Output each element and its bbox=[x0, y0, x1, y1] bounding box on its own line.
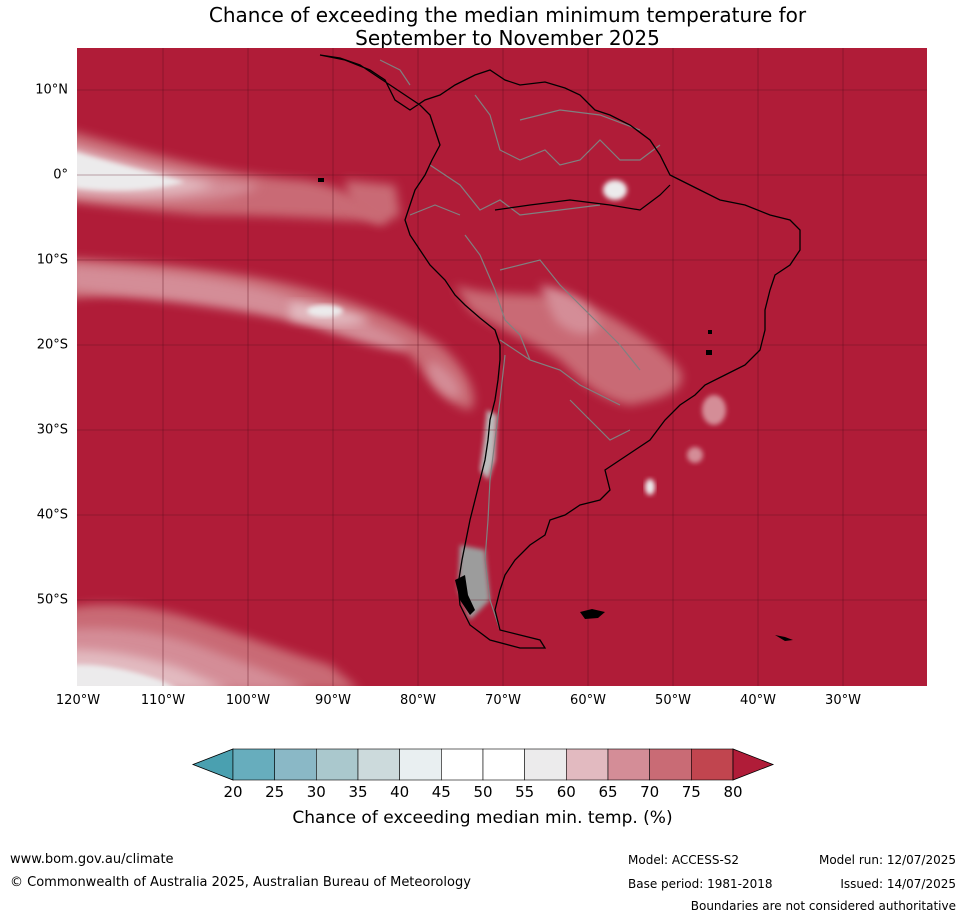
lat-label: 10°S bbox=[36, 252, 68, 268]
colorbar-cell bbox=[566, 748, 609, 781]
colorbar-cell bbox=[399, 748, 442, 781]
colorbar-cell bbox=[649, 748, 692, 781]
lon-label: 90°W bbox=[315, 693, 351, 708]
lat-label: 0° bbox=[53, 167, 68, 183]
colorbar-cells bbox=[232, 748, 734, 781]
galapagos-islands bbox=[318, 178, 324, 182]
model-name: Model: ACCESS-S2 bbox=[628, 853, 740, 867]
boundaries-disclaimer: Boundaries are not considered authoritat… bbox=[690, 899, 956, 913]
colorbar-under-arrow bbox=[191, 748, 234, 781]
patagonia-islands bbox=[455, 575, 475, 615]
lat-label: 10°N bbox=[35, 82, 68, 98]
colorbar-cell bbox=[524, 748, 567, 781]
issued-date: Issued: 14/07/2025 bbox=[840, 877, 956, 891]
south-pacific-band bbox=[77, 604, 356, 686]
lat-label: 30°S bbox=[36, 422, 68, 438]
base-period: Base period: 1981-2018 bbox=[628, 877, 773, 891]
lat-label: 40°S bbox=[36, 507, 68, 523]
model-run-date: Model run: 12/07/2025 bbox=[818, 853, 956, 867]
copyright-text: © Commonwealth of Australia 2025, Austra… bbox=[10, 875, 471, 890]
colorbar-tick: 40 bbox=[390, 783, 410, 801]
colorbar-label: Chance of exceeding median min. temp. (%… bbox=[292, 808, 673, 828]
map-title: Chance of exceeding the median minimum t… bbox=[0, 4, 965, 50]
country-borders bbox=[379, 59, 661, 631]
probability-field bbox=[77, 48, 927, 686]
colorbar-cell bbox=[274, 748, 317, 781]
south-america-coastline bbox=[319, 54, 801, 649]
colorbar-cell bbox=[357, 748, 400, 781]
colorbar-tick: 50 bbox=[473, 783, 493, 801]
falkland-islands bbox=[580, 609, 605, 619]
colorbar-over-arrow bbox=[732, 748, 775, 781]
colorbar-cell bbox=[232, 748, 275, 781]
colorbar-cell bbox=[441, 748, 484, 781]
colorbar-cell bbox=[482, 748, 525, 781]
colorbar-tick: 35 bbox=[348, 783, 368, 801]
lake-marker bbox=[708, 330, 712, 334]
colorbar-cell bbox=[607, 748, 650, 781]
lon-label: 50°W bbox=[655, 693, 691, 708]
title-line-1: Chance of exceeding the median minimum t… bbox=[208, 3, 807, 27]
colorbar bbox=[191, 748, 775, 781]
colorbar-tick: 75 bbox=[681, 783, 701, 801]
colorbar-tick: 55 bbox=[515, 783, 535, 801]
colorbar-tick: 80 bbox=[723, 783, 743, 801]
amazon-river bbox=[494, 184, 671, 211]
lat-label: 50°S bbox=[36, 592, 68, 608]
website-link[interactable]: www.bom.gov.au/climate bbox=[10, 852, 174, 867]
lon-label: 110°W bbox=[140, 693, 186, 708]
lon-label: 100°W bbox=[225, 693, 271, 708]
south-georgia bbox=[775, 635, 793, 641]
colorbar-tick: 25 bbox=[265, 783, 285, 801]
map-panel bbox=[77, 48, 927, 686]
colorbar-tick: 20 bbox=[223, 783, 243, 801]
colorbar-tick: 45 bbox=[431, 783, 451, 801]
colorbar-tick: 65 bbox=[598, 783, 618, 801]
title-line-2: September to November 2025 bbox=[355, 26, 660, 50]
colorbar-tick: 60 bbox=[556, 783, 576, 801]
equatorial-pacific-band bbox=[77, 132, 400, 225]
lon-label: 70°W bbox=[485, 693, 521, 708]
southeast-pacific-band bbox=[77, 258, 474, 410]
lon-label: 80°W bbox=[400, 693, 436, 708]
lon-label: 120°W bbox=[55, 693, 101, 708]
colorbar-cell bbox=[316, 748, 359, 781]
colorbar-cell bbox=[691, 748, 734, 781]
lon-label: 30°W bbox=[825, 693, 861, 708]
colorbar-tick: 30 bbox=[306, 783, 326, 801]
lake-marker bbox=[706, 350, 712, 355]
lon-label: 60°W bbox=[570, 693, 606, 708]
colorbar-tick: 70 bbox=[640, 783, 660, 801]
lat-label: 20°S bbox=[36, 337, 68, 353]
lon-label: 40°W bbox=[740, 693, 776, 708]
